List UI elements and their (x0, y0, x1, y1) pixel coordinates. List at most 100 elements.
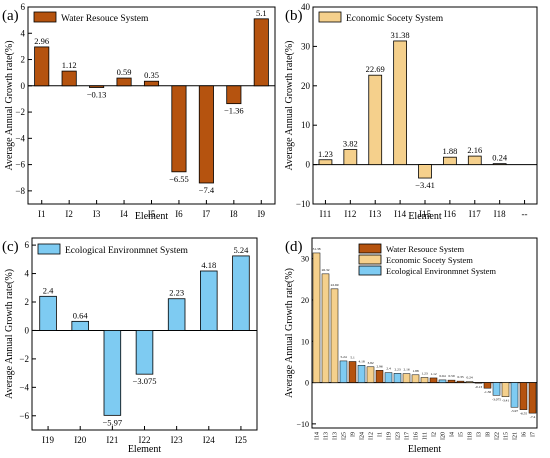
data-label: 0.35 (144, 70, 159, 80)
data-label: 2.23 (169, 288, 184, 298)
bar (393, 373, 402, 383)
bar (343, 149, 358, 165)
x-tick-label: I2 (432, 432, 438, 437)
y-tick-label: 0 (306, 160, 311, 170)
data-label: 2.4 (43, 285, 54, 295)
x-tick-label: I19 (387, 432, 393, 440)
bar (226, 85, 242, 105)
bar (200, 270, 218, 331)
data-label: 0.24 (466, 376, 472, 380)
x-tick-label: I7 (203, 209, 211, 219)
x-tick-label: I1 (38, 209, 46, 219)
bar (366, 366, 375, 383)
bar (39, 295, 57, 331)
data-label: 5.24 (233, 245, 249, 255)
data-label: 26.32 (322, 268, 330, 272)
data-label: 5.1 (350, 356, 355, 360)
y-tick-label: −2 (15, 107, 25, 117)
bar (411, 374, 420, 383)
y-tick-label: 40 (301, 2, 311, 12)
bar (330, 288, 339, 383)
bar (402, 373, 411, 383)
x-tick-label: I14 (394, 209, 406, 219)
y-tick-label: 2 (25, 297, 30, 307)
bar (198, 85, 214, 184)
x-tick-label: I22 (495, 432, 501, 440)
bar (483, 382, 492, 389)
y-tick-label: 10 (301, 337, 309, 346)
bar (443, 156, 457, 165)
x-tick-label: I19 (42, 435, 54, 445)
bar (510, 382, 519, 408)
x-tick-label: I3 (93, 209, 101, 219)
data-label: −3.075 (133, 376, 157, 386)
bar (384, 372, 393, 383)
x-tick-label: I12 (344, 209, 356, 219)
data-label: −1.36 (224, 106, 244, 116)
data-label: -0.13 (475, 385, 483, 389)
bar (418, 164, 432, 179)
x-tick-label: I25 (342, 432, 348, 440)
bar (135, 330, 154, 375)
x-tick-label: I23 (171, 435, 183, 445)
data-label: 0.59 (448, 374, 454, 378)
y-tick-label: −8 (15, 186, 25, 196)
legend-swatch (358, 243, 382, 254)
data-label: 4.18 (201, 260, 216, 270)
data-label: 0.35 (457, 375, 463, 379)
x-tick-label: I18 (468, 432, 474, 440)
data-label: 0.64 (73, 310, 89, 320)
bar (318, 159, 333, 165)
y-axis-label: Average Annual Growth rate(%) (284, 268, 295, 398)
plot-frame (311, 237, 538, 429)
y-tick-label: −4 (15, 133, 25, 143)
x-tick-label: I17 (405, 432, 411, 440)
y-tick-label: 30 (301, 255, 309, 264)
chart-panel-4: −10 0 10 20 30 31.38 26.32 22.69 5.24 5.14.18 3.82… (284, 237, 538, 455)
x-axis-label: Element (135, 211, 169, 222)
data-label: 0.64 (439, 374, 445, 378)
panel-letter: (d) (285, 239, 303, 255)
legend-label: Ecological Environmnet System (386, 266, 496, 276)
y-tick-label: −10 (296, 199, 311, 209)
x-tick-label: I13 (324, 432, 330, 440)
y-axis-label: Average Annual Growth rate(%) (4, 40, 15, 170)
x-tick-label: I8 (230, 209, 238, 219)
bar (34, 46, 50, 87)
x-tick-label: I21 (513, 432, 519, 440)
x-tick-label: I11 (320, 209, 332, 219)
chart-panel-3: −6 −4 −2 0 2 4 6 2.4 0.64 −5.97 −3.075 2.23 4.18 5.24… (2, 237, 258, 455)
bar (321, 273, 330, 383)
bar (71, 320, 89, 331)
y-tick-label: 10 (301, 120, 311, 130)
bar (375, 370, 384, 383)
bar (492, 382, 501, 396)
data-label: -6.55 (520, 412, 528, 416)
legend-label: Economic Socety System (346, 14, 444, 24)
x-tick-label: I5 (148, 209, 156, 219)
bar (232, 255, 250, 331)
x-tick-label: I18 (494, 209, 506, 219)
x-tick-label: I20 (441, 432, 447, 440)
x-tick-label: I7 (531, 432, 537, 437)
x-tick-label: I2 (65, 209, 73, 219)
x-tick-label: -- (522, 209, 528, 219)
y-tick-label: 2 (21, 55, 26, 65)
x-tick-label: I22 (139, 435, 151, 445)
y-tick-label: −4 (19, 382, 29, 392)
x-tick-label: I11 (423, 432, 429, 440)
y-tick-label: 6 (25, 240, 30, 250)
bar (467, 155, 482, 165)
x-tick-label: I3 (477, 432, 483, 437)
panel-letter: (c) (2, 239, 19, 255)
data-label: -1.36 (484, 390, 492, 394)
x-tick-label: I14 (315, 432, 321, 440)
x-tick-label: I1 (378, 432, 384, 437)
data-label: −3.41 (415, 180, 435, 190)
x-tick-label: I16 (444, 209, 456, 219)
data-label: 4.18 (358, 359, 364, 363)
y-axis-label: Average Annual Growth rate(%) (4, 269, 15, 399)
bar (339, 360, 348, 383)
chart-panel-2: −10 0 10 20 30 40 1.23 3.82 22.69 31.38 −3.41 1.88 2… (284, 2, 538, 222)
x-tick-label: I24 (360, 432, 366, 440)
